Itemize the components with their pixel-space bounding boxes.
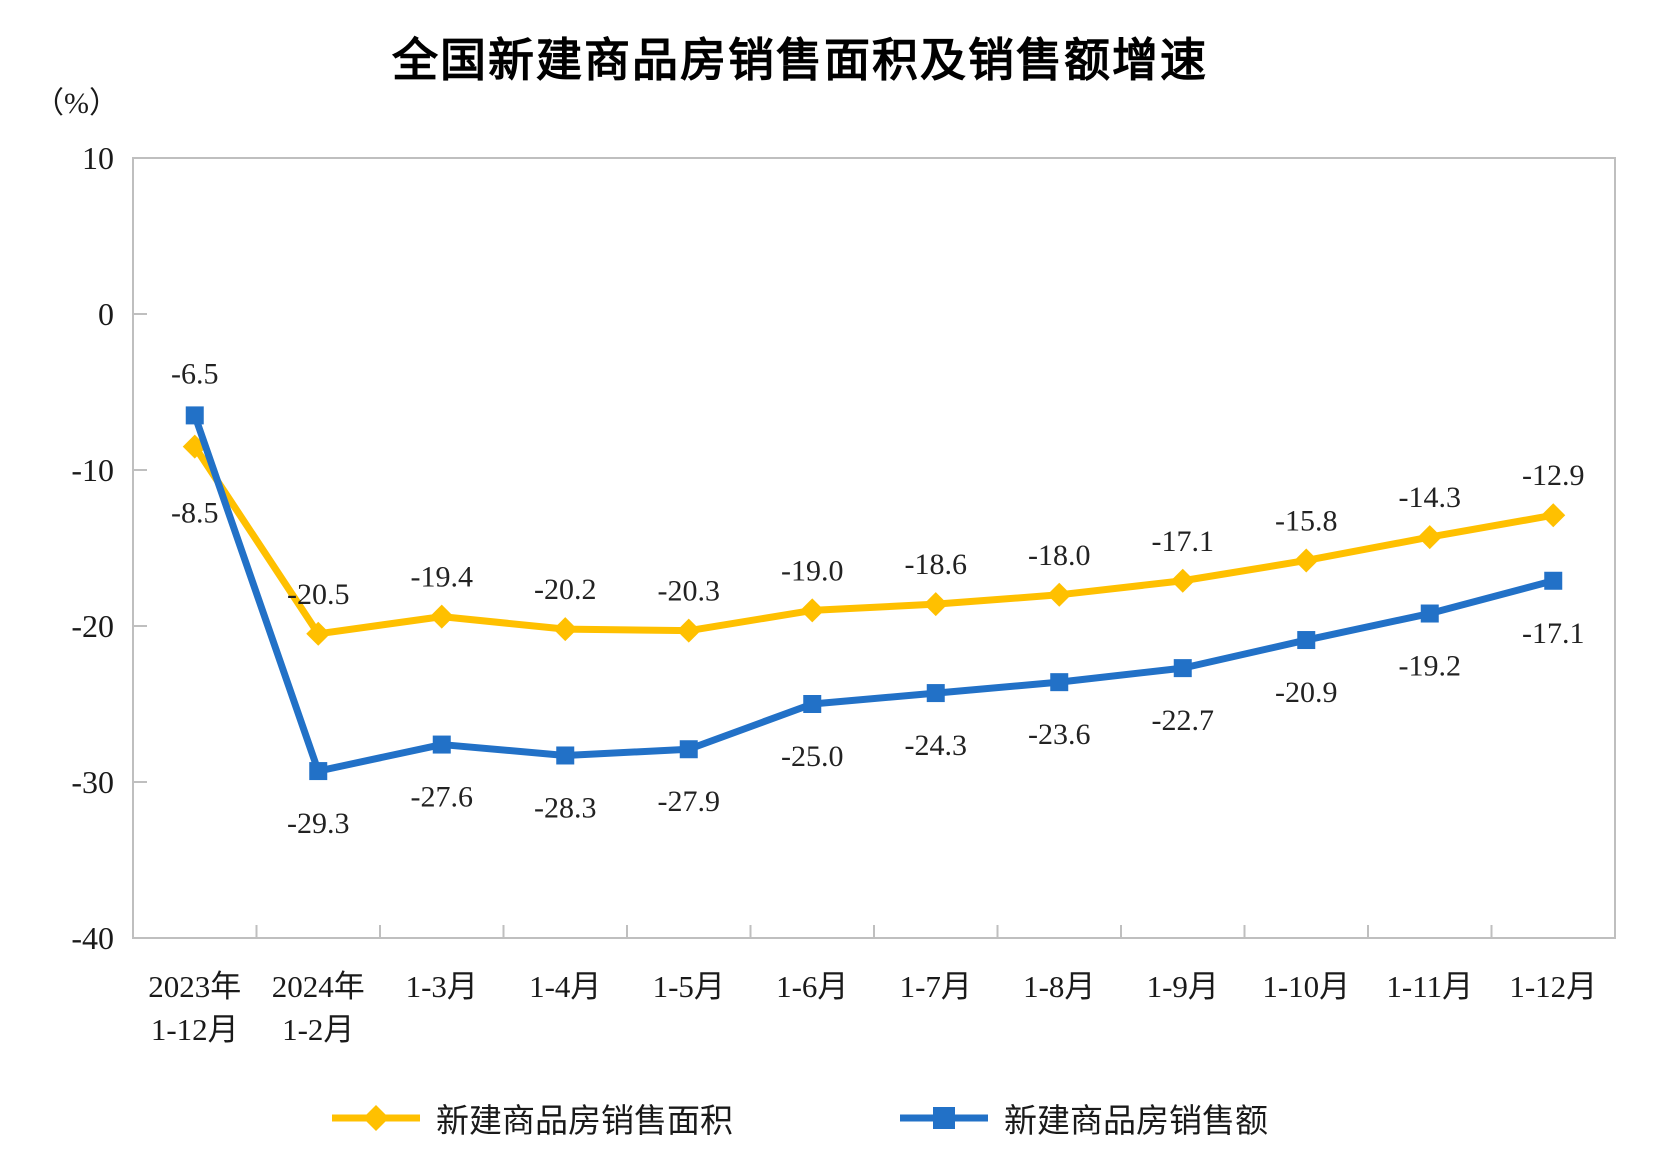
data-point-diamond-icon [923, 592, 948, 617]
data-point-square-icon [1544, 571, 1563, 590]
data-point-square-icon [1050, 673, 1069, 692]
data-point-label: -14.3 [1399, 481, 1462, 514]
x-axis-category-label: 1-3月 [406, 969, 478, 1004]
x-axis-category-label: 2023年 [148, 969, 241, 1004]
data-point-label: -27.9 [658, 785, 721, 818]
legend-label-sales-amount: 新建商品房销售额 [1004, 1104, 1268, 1140]
data-point-square-icon [185, 406, 204, 425]
data-point-diamond-icon [676, 618, 701, 643]
x-axis-category-label: 1-11月 [1386, 969, 1473, 1004]
y-axis-tick-label: 10 [82, 140, 114, 176]
data-point-label: -24.3 [905, 729, 968, 762]
data-point-label: -17.1 [1522, 617, 1585, 650]
data-point-diamond-icon [306, 621, 331, 646]
data-point-label: -23.6 [1028, 718, 1091, 751]
data-point-square-icon [803, 695, 822, 713]
data-point-label: -19.4 [411, 561, 474, 594]
data-point-diamond-icon [800, 598, 825, 623]
x-axis-category-label: 1-4月 [529, 969, 601, 1004]
data-point-diamond-icon [1417, 525, 1442, 550]
data-point-label: -15.8 [1275, 504, 1338, 537]
data-point-label: -22.7 [1152, 704, 1215, 737]
y-axis-unit-label: （%） [34, 87, 119, 120]
data-point-label: -18.0 [1028, 539, 1091, 572]
y-axis-tick-label: -20 [71, 608, 114, 644]
data-point-label: -28.3 [534, 791, 597, 824]
data-point-label: -18.6 [905, 548, 968, 581]
data-point-diamond-icon [1541, 503, 1566, 528]
data-point-square-icon [432, 735, 451, 754]
x-axis-category-label: 2024年 [272, 969, 365, 1004]
x-axis-category-label: 1-5月 [653, 969, 725, 1004]
data-point-diamond-icon [429, 604, 454, 629]
data-point-label: -20.2 [534, 573, 597, 606]
legend-item-sales-area: 新建商品房销售面积 [330, 1094, 733, 1142]
data-point-label: -8.5 [171, 497, 219, 530]
data-point-square-icon [926, 684, 945, 703]
data-point-label: -6.5 [171, 357, 219, 390]
x-axis-category-label: 1-12月 [151, 1012, 239, 1047]
y-axis-tick-label: -10 [71, 452, 114, 488]
data-point-label: -29.3 [287, 807, 350, 840]
x-axis-category-label: 1-9月 [1147, 969, 1219, 1004]
data-point-square-icon [556, 746, 575, 765]
y-axis-tick-label: -30 [71, 764, 114, 800]
data-point-label: -27.6 [411, 781, 474, 814]
legend-item-sales-amount: 新建商品房销售额 [898, 1094, 1268, 1142]
data-point-diamond-icon [553, 617, 578, 642]
data-point-diamond-icon [1170, 568, 1195, 593]
line-chart-plot: 10 0 -10 -20 -30 -40 2023年 1-12月 2024年 1-2月 1-3月 1-… [71, 140, 1616, 1047]
data-point-label: -20.5 [287, 578, 350, 611]
plot-border [132, 157, 1616, 939]
legend-label-sales-area: 新建商品房销售面积 [436, 1104, 733, 1140]
x-axis-category-label: 1-7月 [900, 969, 972, 1004]
y-axis-tick-label: -40 [71, 920, 114, 956]
data-point-square-icon [679, 740, 698, 759]
chart-title: 全国新建商品房销售面积及销售额增速 [392, 34, 1208, 86]
data-point-square-icon [1173, 659, 1192, 678]
series-line-0 [191, 443, 1557, 638]
legend-swatch-diamond-icon [332, 1105, 420, 1131]
data-point-label: -25.0 [781, 740, 844, 773]
series-line-1 [191, 411, 1557, 775]
data-point-label: -19.2 [1399, 650, 1462, 683]
x-axis-category-label: 1-6月 [776, 969, 848, 1004]
x-axis-category-label: 1-8月 [1023, 969, 1095, 1004]
data-point-label: -17.1 [1152, 525, 1215, 558]
data-point-label: -20.3 [658, 575, 721, 608]
x-axis-category-label: 1-2月 [282, 1012, 354, 1047]
x-axis-category-label: 1-12月 [1509, 969, 1597, 1004]
data-point-diamond-icon [1047, 582, 1072, 607]
data-point-square-icon [1420, 604, 1439, 623]
y-axis-tick-label: 0 [98, 296, 114, 332]
data-point-label: -20.9 [1275, 676, 1338, 709]
data-point-square-icon [309, 762, 328, 781]
data-point-label: -19.0 [781, 554, 844, 587]
legend-swatch-square-icon [900, 1107, 988, 1129]
data-point-diamond-icon [1294, 548, 1319, 573]
x-axis-category-label: 1-10月 [1262, 969, 1350, 1004]
data-point-label: -12.9 [1522, 459, 1585, 492]
data-point-square-icon [1297, 631, 1316, 650]
